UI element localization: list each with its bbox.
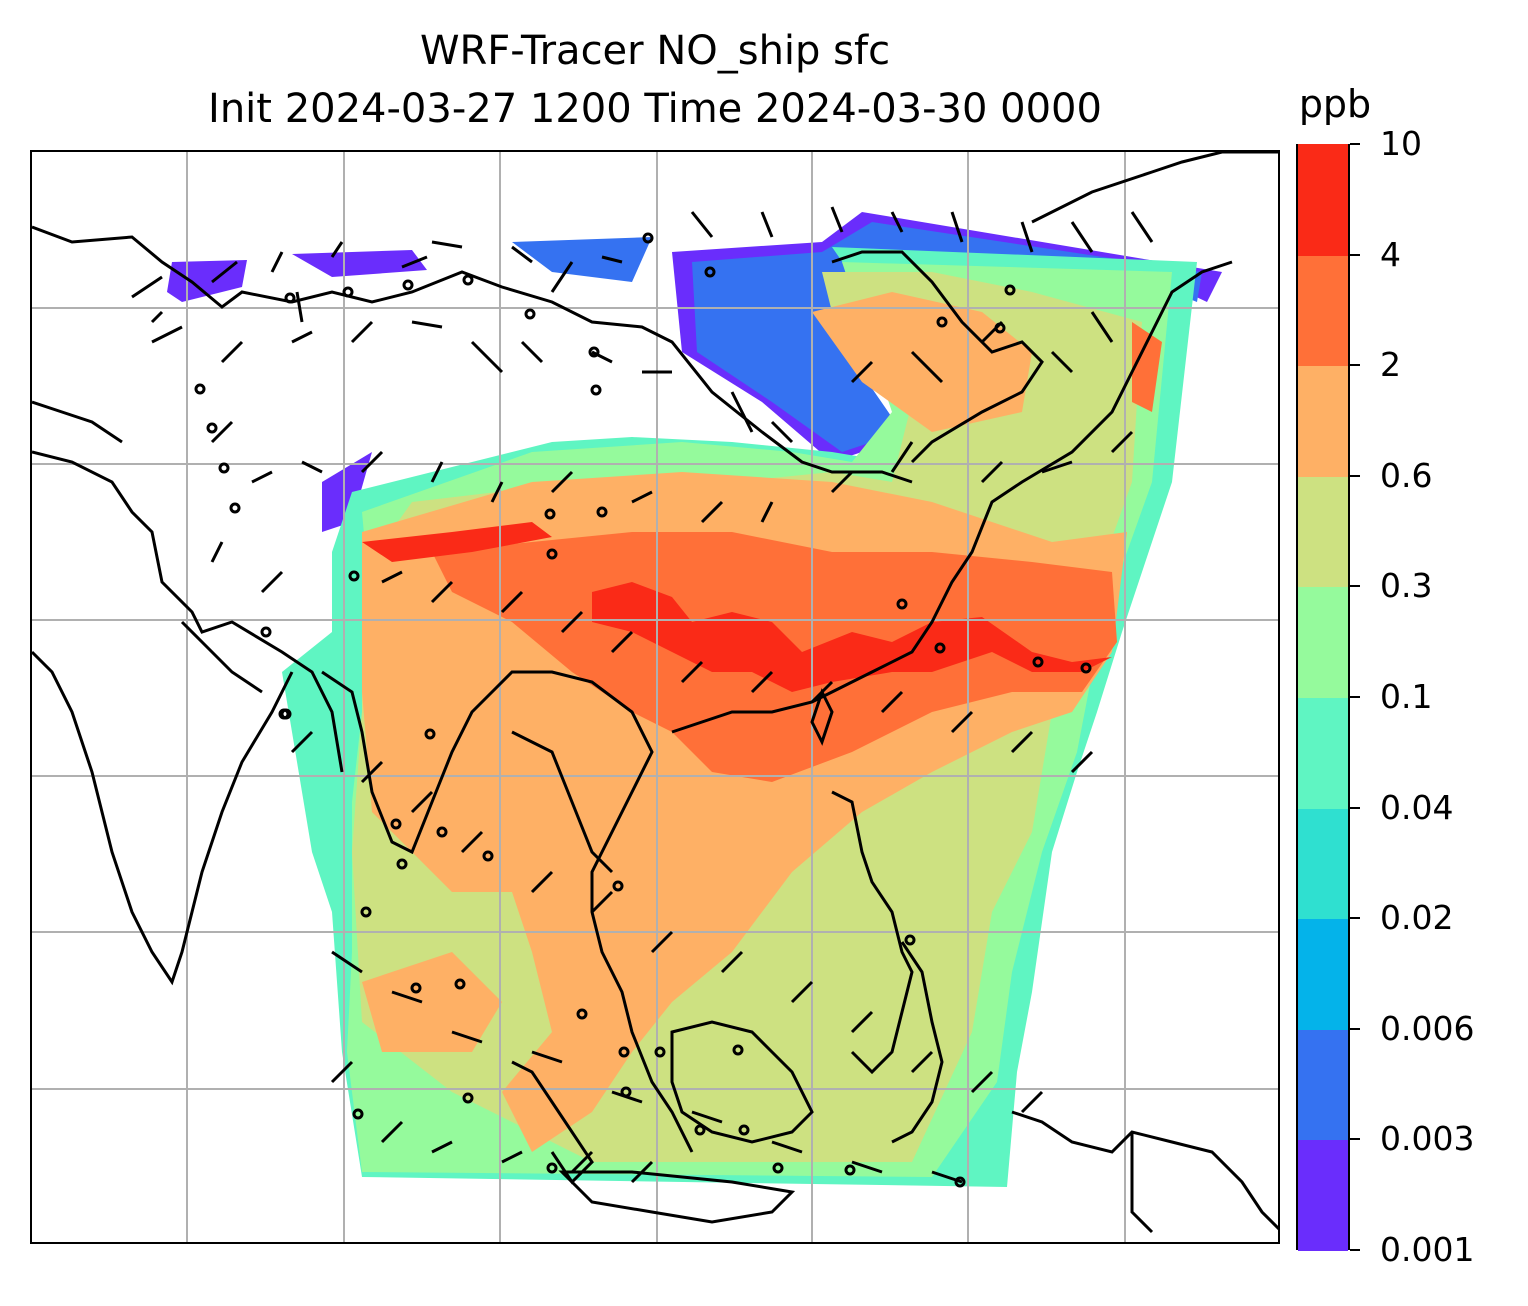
colorbar-tick-label: 0.3 bbox=[1380, 566, 1433, 606]
colorbar-tick-label: 0.1 bbox=[1380, 677, 1433, 716]
colorbar-tick-label: 0.02 bbox=[1380, 898, 1454, 938]
colorbar-segment bbox=[1298, 365, 1348, 477]
map-canvas bbox=[32, 152, 1278, 1242]
field-orange bbox=[432, 322, 1162, 782]
colorbar-tick bbox=[1350, 474, 1360, 477]
colorbar-segment bbox=[1298, 586, 1348, 698]
colorbar-tick bbox=[1350, 1138, 1360, 1141]
colorbar-segment bbox=[1298, 918, 1348, 1030]
colorbar-tick-label: 0.006 bbox=[1380, 1008, 1475, 1048]
colorbar-tick-label: 10 bbox=[1380, 124, 1422, 163]
map-title-line-2: Init 2024-03-27 1200 Time 2024-03-30 000… bbox=[208, 86, 1102, 132]
colorbar-tick bbox=[1350, 364, 1360, 367]
wind-barbs bbox=[131, 206, 1154, 1184]
colorbar-tick bbox=[1350, 917, 1360, 920]
map-title-line-1: WRF-Tracer NO_ship sfc bbox=[419, 28, 891, 74]
colorbar-tick-label: 0.001 bbox=[1380, 1230, 1475, 1269]
colorbar-tick bbox=[1350, 253, 1360, 256]
gridlines bbox=[32, 152, 1278, 1242]
colorbar-segment bbox=[1298, 807, 1348, 920]
colorbar-segment bbox=[1298, 1139, 1348, 1251]
colorbar-tick-label: 0.003 bbox=[1380, 1119, 1475, 1159]
colorbar-tick bbox=[1350, 585, 1360, 588]
colorbar-segment bbox=[1298, 144, 1348, 256]
colorbar-unit-label: ppb bbox=[1298, 82, 1372, 126]
colorbar-segment bbox=[1298, 697, 1348, 809]
colorbar-tick-label: 4 bbox=[1380, 234, 1401, 274]
colorbar-tick bbox=[1350, 1027, 1360, 1030]
colorbar-tick bbox=[1350, 1249, 1360, 1251]
coastlines bbox=[32, 152, 1278, 1234]
colorbar-segment bbox=[1298, 475, 1348, 588]
colorbar-segment bbox=[1298, 1028, 1348, 1141]
colorbar-tick bbox=[1350, 806, 1360, 809]
colorbar bbox=[1296, 144, 1350, 1251]
calm-wind-markers bbox=[194, 232, 1092, 1188]
colorbar-tick bbox=[1350, 143, 1360, 145]
colorbar-segment bbox=[1298, 254, 1348, 367]
colorbar-tick-label: 2 bbox=[1380, 345, 1401, 385]
colorbar-tick-label: 0.04 bbox=[1380, 787, 1454, 827]
map-panel bbox=[30, 150, 1280, 1244]
colorbar-tick bbox=[1350, 696, 1360, 698]
colorbar-tick-label: 0.6 bbox=[1380, 455, 1433, 495]
field-red bbox=[362, 522, 1112, 692]
